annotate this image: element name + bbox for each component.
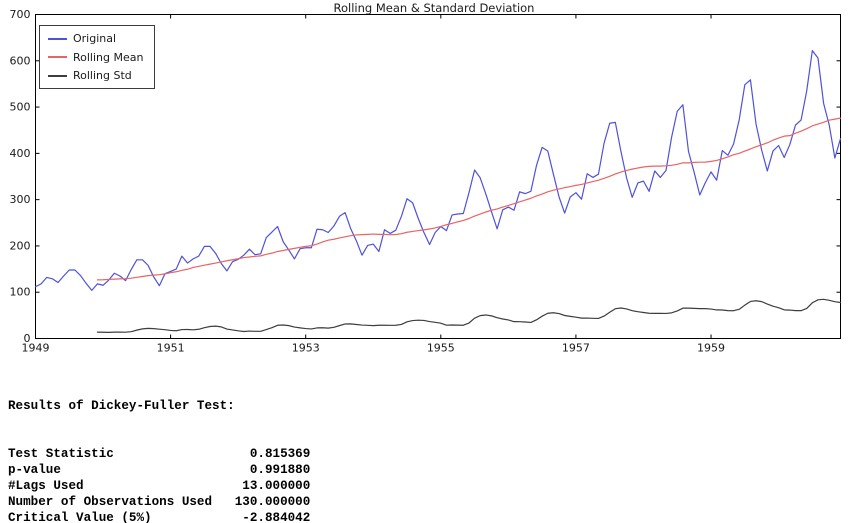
y-tick-label: 0 <box>24 332 31 345</box>
original-series-line <box>34 49 842 291</box>
x-tick-label: 1957 <box>562 342 590 355</box>
x-tick-label: 1955 <box>427 342 455 355</box>
dickey-fuller-rows: Test Statistic 0.815369 p-value 0.991880… <box>8 447 311 523</box>
x-tick-label: 1951 <box>157 342 185 355</box>
dickey-fuller-heading: Results of Dickey-Fuller Test: <box>8 399 235 413</box>
y-tick-label: 400 <box>10 147 31 160</box>
plot-border <box>35 14 841 339</box>
legend-item-rolling-std: Rolling Std <box>48 68 150 83</box>
rolling-std-line <box>96 298 842 334</box>
legend-item-original: Original <box>48 31 150 46</box>
x-axis-tick-labels: 1949 1951 1953 1955 1957 1959 <box>22 342 726 355</box>
chart-title: Rolling Mean & Standard Deviation <box>334 1 535 15</box>
legend-line-sample-original <box>48 37 67 40</box>
y-tick-label: 600 <box>10 54 31 67</box>
dickey-fuller-output: Results of Dickey-Fuller Test: Test Stat… <box>8 366 310 523</box>
axis-ticks <box>35 14 841 339</box>
legend-line-sample-rolling-mean <box>48 56 67 58</box>
chart-legend: Original Rolling Mean Rolling Std <box>39 25 155 89</box>
x-tick-label: 1953 <box>292 342 320 355</box>
y-axis-tick-labels: 0 100 200 300 400 500 600 700 <box>10 8 31 345</box>
figure: Rolling Mean & Standard Deviation 1949 19… <box>10 1 842 355</box>
legend-label-rolling-mean: Rolling Mean <box>73 50 144 64</box>
x-tick-label: 1959 <box>697 342 725 355</box>
legend-item-rolling-mean: Rolling Mean <box>48 50 150 65</box>
legend-label-rolling-std: Rolling Std <box>73 69 132 82</box>
y-tick-label: 200 <box>10 239 31 252</box>
x-tick-label: 1949 <box>22 342 50 355</box>
y-tick-label: 300 <box>10 193 31 206</box>
rolling-mean-line <box>96 117 842 281</box>
y-tick-label: 700 <box>10 8 31 21</box>
chart-canvas: Rolling Mean & Standard Deviation 1949 19… <box>10 1 842 355</box>
y-tick-label: 500 <box>10 101 31 114</box>
legend-line-sample-rolling-std <box>48 74 67 77</box>
legend-label-original: Original <box>73 32 117 45</box>
y-tick-label: 100 <box>10 286 31 299</box>
